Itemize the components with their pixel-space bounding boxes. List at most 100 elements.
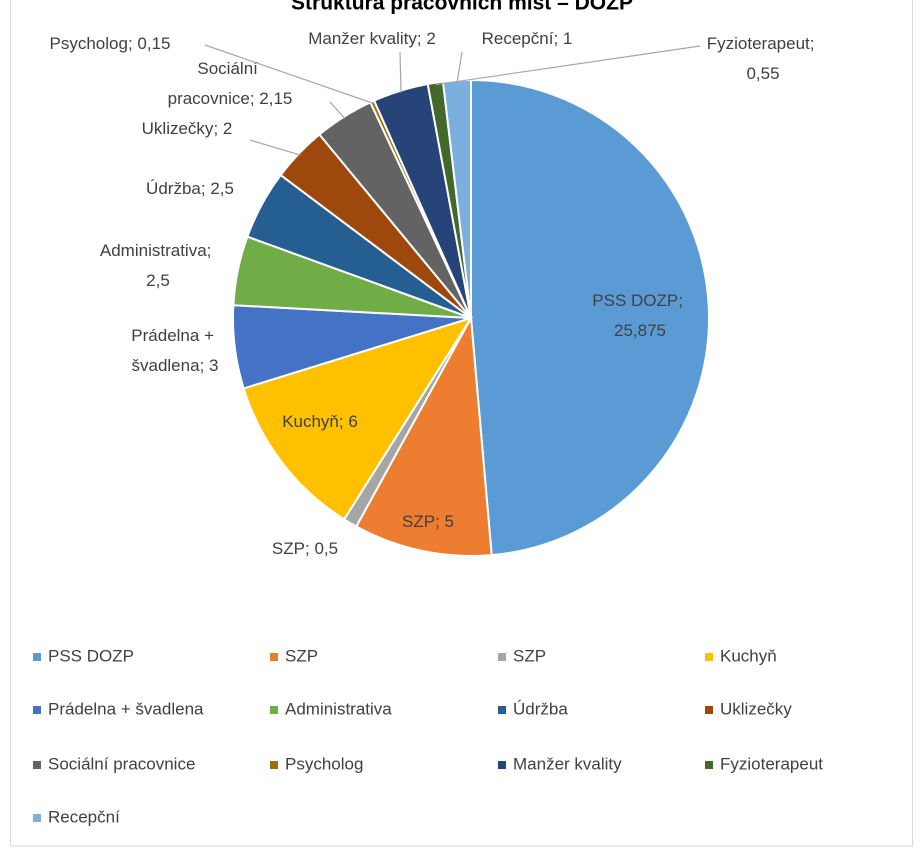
legend-label: Prádelna + švadlena (48, 699, 204, 718)
data-label-value: 2 (426, 29, 435, 48)
data-label-separator: ; (678, 291, 687, 310)
data-label-category: Kuchyň (282, 412, 339, 431)
data-label-line: Psycholog; 0,15 (50, 34, 171, 53)
data-label-value: 2,5 (146, 271, 170, 290)
data-label-value: 0,5 (314, 539, 338, 558)
data-label-category: Fyzioterapeut (707, 34, 810, 53)
data-label-value: 2,5 (210, 179, 234, 198)
legend-swatch (270, 761, 278, 769)
data-label-category: Psycholog (50, 34, 128, 53)
legend-swatch (498, 653, 506, 661)
pie-slice (242, 316, 474, 521)
data-label: Údržba; 2,5 (146, 179, 234, 198)
data-label-category: + (204, 326, 219, 345)
data-label-value: 2,15 (259, 89, 292, 108)
data-label-category: SZP (272, 539, 305, 558)
data-label-separator: ; (201, 179, 210, 198)
leader-line (249, 139, 301, 156)
chart-title: Struktura pracovních míst – DOZP (291, 0, 633, 15)
data-label-separator: ; (810, 34, 819, 53)
data-label-line: Kuchyň; 6 (282, 412, 358, 431)
data-label-line: Údržba; 2,5 (146, 179, 234, 198)
data-label-category: Recepční (482, 29, 554, 48)
data-label-value: 25,875 (614, 321, 666, 340)
data-label-category: Údržba (146, 179, 201, 198)
legend-label: PSS DOZP (48, 646, 134, 665)
data-label-separator: ; (207, 241, 216, 260)
data-label-line: PSS DOZP; (592, 291, 687, 310)
data-label-line: 0,55 (746, 64, 779, 83)
data-label-line: SZP; 0,5 (272, 539, 338, 558)
data-label-line: Manžer kvality; 2 (308, 29, 436, 48)
data-label-category: DOZP (631, 291, 678, 310)
legend-label: Psycholog (285, 754, 363, 773)
data-label-line: Uklizečky; 2 (142, 119, 233, 138)
data-label-line: Sociální (197, 59, 262, 78)
data-label-line: 2,5 (146, 271, 170, 290)
data-label-separator: ; (213, 119, 222, 138)
data-label-value: 1 (563, 29, 572, 48)
data-label-line: Recepční; 1 (482, 29, 573, 48)
data-label-line: SZP; 5 (402, 512, 454, 531)
data-label-value: 3 (209, 356, 218, 375)
data-label-category: švadlena (132, 356, 201, 375)
legend-swatch (270, 706, 278, 714)
legend-swatch (705, 706, 713, 714)
data-label: Recepční; 1 (482, 29, 573, 48)
data-label-line: Fyzioterapeut; (707, 34, 819, 53)
data-label-value: 5 (445, 512, 454, 531)
legend-label: Sociální pracovnice (48, 754, 195, 773)
legend-label: Fyzioterapeut (720, 754, 823, 773)
leader-line (399, 51, 402, 93)
data-label: Psycholog; 0,15 (50, 34, 171, 53)
data-label-separator: ; (250, 89, 259, 108)
legend-swatch (705, 761, 713, 769)
legend-label: Uklizečky (720, 699, 792, 718)
data-label-separator: ; (200, 356, 209, 375)
data-label-value: 2 (223, 119, 232, 138)
data-label-category: kvality (370, 29, 418, 48)
data-label-category: Sociální (197, 59, 262, 78)
legend-swatch (705, 653, 713, 661)
legend-label: Manžer kvality (513, 754, 622, 773)
legend-label: Administrativa (285, 699, 392, 718)
data-label-line: Administrativa; (100, 241, 216, 260)
data-label-separator: ; (128, 34, 137, 53)
pie-slice (470, 78, 710, 557)
data-label-separator: ; (417, 29, 426, 48)
data-label-value: 6 (348, 412, 357, 431)
data-label: Prádelna + švadlena; 3 (131, 326, 218, 375)
data-label-separator: ; (435, 512, 444, 531)
legend-label: Recepční (48, 807, 120, 826)
data-label-line: pracovnice; 2,15 (168, 89, 293, 108)
legend-swatch (270, 653, 278, 661)
data-label-line: Prádelna + (131, 326, 218, 345)
data-label-value: 0,55 (746, 64, 779, 83)
data-label-category: Manžer (308, 29, 369, 48)
data-label-separator: ; (339, 412, 348, 431)
legend-swatch (33, 761, 41, 769)
data-label-category: Uklizečky (142, 119, 214, 138)
data-label-line: švadlena; 3 (132, 356, 219, 375)
legend-swatch (33, 653, 41, 661)
data-label-category: pracovnice (168, 89, 250, 108)
leader-line (204, 44, 374, 104)
data-label: PSS DOZP; 25,875 (592, 291, 687, 340)
data-label: Fyzioterapeut; 0,55 (707, 34, 819, 83)
legend-label: Údržba (513, 699, 568, 718)
data-label: Uklizečky; 2 (142, 119, 233, 138)
data-label-category: Prádelna (131, 326, 204, 345)
legend-swatch (498, 761, 506, 769)
legend-swatch (33, 706, 41, 714)
data-label-separator: ; (553, 29, 562, 48)
data-label-category: Administrativa (100, 241, 207, 260)
data-label-separator: ; (305, 539, 314, 558)
data-label: SZP; 5 (402, 512, 454, 531)
legend-swatch (498, 706, 506, 714)
legend-label: SZP (513, 646, 546, 665)
leader-line (329, 101, 346, 119)
pie-slice (354, 314, 493, 557)
data-label: Manžer kvality; 2 (308, 29, 436, 48)
leader-line (456, 51, 463, 83)
